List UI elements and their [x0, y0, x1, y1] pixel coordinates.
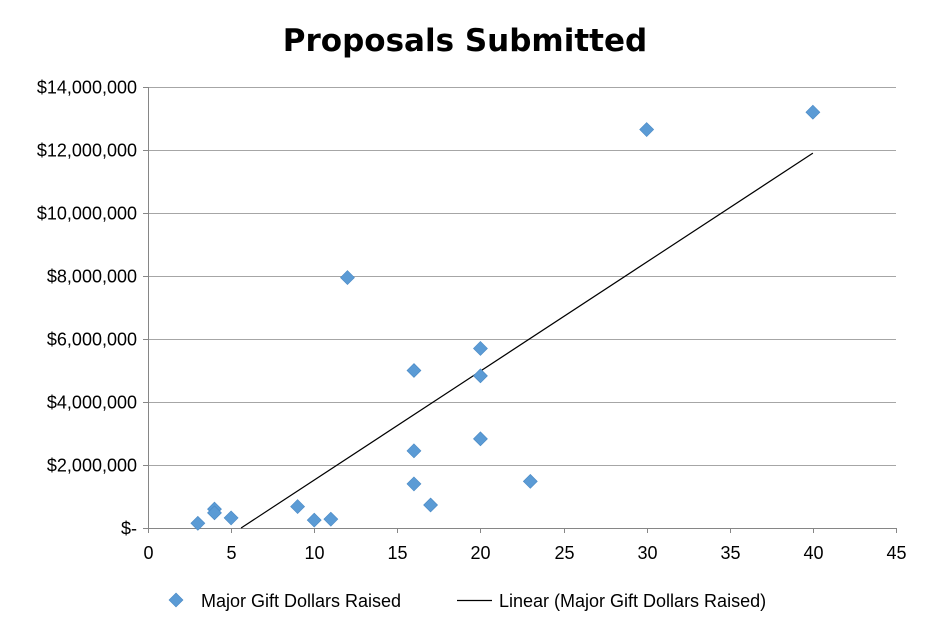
data-point: [306, 512, 322, 528]
data-point: [473, 431, 488, 447]
data-point: [473, 341, 488, 356]
data-point: [406, 476, 422, 492]
x-tick-label: 35: [720, 543, 740, 563]
data-point: [207, 505, 222, 521]
data-point: [639, 122, 655, 137]
x-tick-label: 40: [803, 543, 823, 563]
legend-marker-major-gift: [168, 592, 184, 608]
data-point: [423, 497, 439, 513]
data-point: [190, 515, 206, 531]
data-point: [340, 270, 355, 285]
data-point: [805, 104, 821, 120]
y-tick-label: $6,000,000: [47, 330, 137, 350]
gridlines: [148, 87, 896, 466]
y-axis-tick-labels: $- $2,000,000 $4,000,000 $6,000,000 $8,000,0…: [37, 78, 137, 539]
data-points: [190, 104, 821, 531]
x-axis-tick-labels: 0 5 10 15 20 25 30 35 40 45: [143, 543, 906, 563]
legend-label-major-gift: Major Gift Dollars Raised: [201, 591, 401, 611]
x-tick-label: 0: [143, 543, 153, 563]
axes: [143, 87, 897, 533]
trendline-layer: [240, 152, 814, 529]
data-point: [522, 473, 538, 489]
y-tick-label: $8,000,000: [47, 267, 137, 287]
chart-title: Proposals Submitted: [283, 23, 647, 59]
x-tick-label: 20: [470, 543, 490, 563]
data-point: [323, 511, 339, 527]
y-tick-label: $2,000,000: [47, 456, 137, 476]
y-tick-label: $14,000,000: [37, 78, 137, 98]
data-point: [406, 443, 422, 459]
x-tick-label: 10: [304, 543, 324, 563]
x-tick-label: 45: [886, 543, 906, 563]
data-point: [290, 499, 306, 515]
legend: Major Gift Dollars Raised Linear (Major …: [168, 591, 766, 611]
x-tick-label: 15: [387, 543, 407, 563]
y-tick-label: $4,000,000: [47, 393, 137, 413]
data-point: [473, 368, 488, 384]
y-tick-label: $12,000,000: [37, 141, 137, 161]
linear-trendline: [240, 152, 814, 529]
legend-label-linear-trend: Linear (Major Gift Dollars Raised): [499, 591, 766, 611]
x-tick-label: 5: [226, 543, 236, 563]
data-point: [406, 363, 422, 378]
data-point: [223, 510, 239, 526]
y-tick-label: $-: [121, 519, 137, 539]
y-tick-label: $10,000,000: [37, 204, 137, 224]
x-tick-label: 25: [554, 543, 574, 563]
x-tick-label: 30: [637, 543, 657, 563]
